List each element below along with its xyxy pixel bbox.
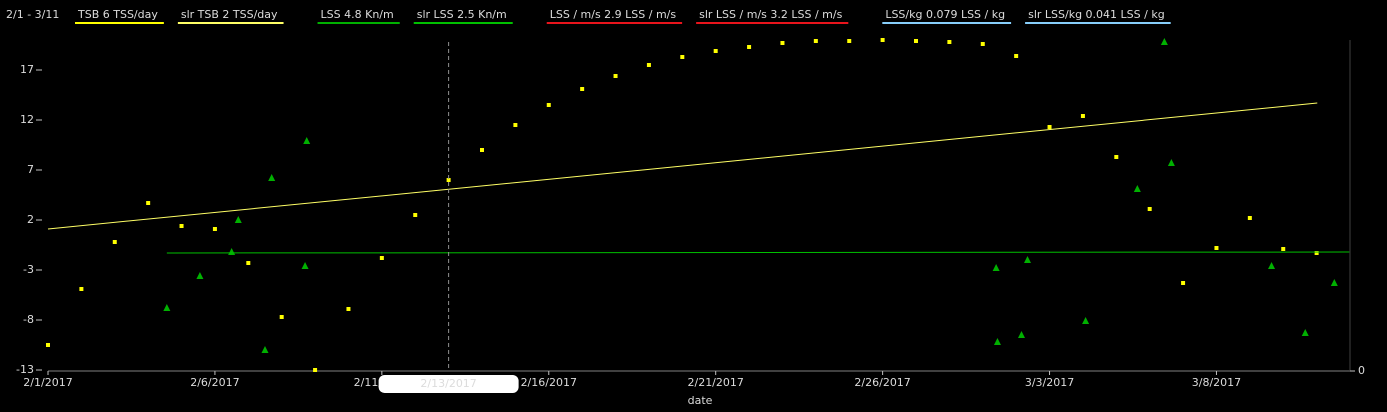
data-point: [279, 315, 284, 319]
legend-label: slr LSS 2.5 Kn/m: [417, 8, 507, 21]
data-point: [346, 307, 351, 311]
data-point: [613, 74, 618, 78]
data-point: [1014, 54, 1019, 58]
data-point: [313, 368, 318, 372]
x-tick-label: 2/26/2017: [854, 376, 910, 389]
y-tick-label: 17: [20, 63, 34, 76]
data-point: [1167, 159, 1175, 166]
data-point: [880, 38, 885, 42]
data-point: [513, 123, 518, 127]
data-point: [1281, 247, 1286, 251]
data-point: [947, 40, 952, 44]
data-point: [1160, 38, 1168, 45]
data-point: [980, 42, 985, 46]
data-point: [1017, 331, 1025, 338]
data-point: [112, 240, 117, 244]
x-tick-label: 2/1/2017: [23, 376, 72, 389]
data-point: [1080, 114, 1085, 118]
legend-label: slr TSB 2 TSS/day: [181, 8, 278, 21]
y-tick-label: 12: [20, 113, 34, 126]
data-point: [46, 343, 50, 347]
data-point: [379, 256, 384, 260]
legend-label: slr LSS / m/s 3.2 LSS / m/s: [699, 8, 842, 21]
data-point: [1082, 317, 1090, 324]
data-point: [196, 272, 204, 279]
data-point: [480, 148, 484, 152]
data-point: [1314, 251, 1319, 255]
legend-label: slr LSS/kg 0.041 LSS / kg: [1028, 8, 1165, 21]
y2-tick-label: 0: [1358, 364, 1365, 377]
x-tick-label: 2/16/2017: [521, 376, 577, 389]
data-point: [163, 304, 171, 311]
data-point: [268, 174, 276, 181]
x-tick-label: 3/8/2017: [1192, 376, 1241, 389]
data-point: [1047, 125, 1052, 129]
data-point: [446, 178, 451, 182]
cursor-label: 2/13/2017: [420, 377, 476, 390]
data-point: [680, 55, 685, 59]
x-tick-label: 3/3/2017: [1025, 376, 1074, 389]
data-point: [580, 87, 585, 91]
data-point: [914, 39, 918, 43]
y-tick-label: -8: [23, 313, 34, 326]
data-point: [813, 39, 818, 43]
data-point: [713, 49, 718, 53]
data-point: [546, 103, 551, 107]
y-tick-label: 7: [27, 163, 34, 176]
data-point: [1214, 246, 1219, 250]
legend-label: TSB 6 TSS/day: [77, 8, 158, 21]
data-point: [234, 216, 242, 223]
data-point: [413, 213, 418, 217]
data-point: [1114, 155, 1119, 159]
data-point: [212, 227, 217, 231]
legend-label: LSS/kg 0.079 LSS / kg: [885, 8, 1005, 21]
date-range: 2/1 - 3/11: [6, 8, 59, 21]
data-point: [146, 201, 151, 205]
y-tick-label: -13: [16, 363, 34, 376]
x-tick-label: 2/6/2017: [190, 376, 239, 389]
data-point: [301, 262, 309, 269]
data-point: [303, 137, 311, 144]
data-point: [1268, 262, 1276, 269]
data-point: [79, 287, 84, 291]
y-tick-label: -3: [23, 263, 34, 276]
data-point: [993, 338, 1001, 345]
data-point: [1247, 216, 1252, 220]
data-point: [1133, 185, 1141, 192]
trend-line: [47, 102, 1318, 230]
data-point: [179, 224, 184, 228]
data-point: [246, 261, 251, 265]
data-point: [847, 39, 852, 43]
data-point: [780, 41, 785, 45]
x-axis-label: date: [688, 394, 713, 407]
y-tick-label: 2: [27, 213, 34, 226]
data-point: [1147, 207, 1152, 211]
trend-line: [166, 251, 1350, 254]
data-point: [747, 45, 752, 49]
data-point: [1181, 281, 1186, 285]
cursor-label-box: [378, 375, 519, 393]
legend-label: LSS 4.8 Kn/m: [321, 8, 394, 21]
data-point: [1301, 329, 1309, 336]
legend-label: LSS / m/s 2.9 LSS / m/s: [550, 8, 677, 21]
data-point: [1330, 279, 1338, 286]
data-point: [992, 264, 1000, 271]
data-point: [1024, 256, 1032, 263]
x-tick-label: 2/21/2017: [687, 376, 743, 389]
data-point: [261, 346, 269, 353]
data-point: [646, 63, 651, 67]
